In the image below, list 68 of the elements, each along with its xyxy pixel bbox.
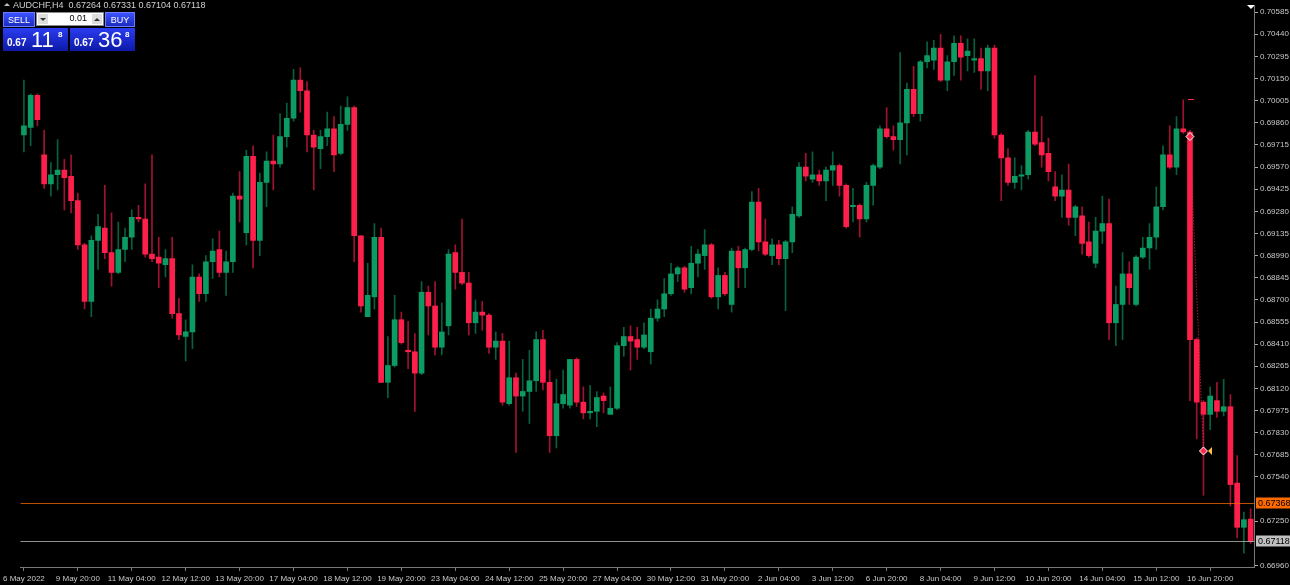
y-tick-label: 0.68120 (1260, 383, 1290, 393)
y-tick-label: 0.68990 (1260, 250, 1290, 260)
chart-title: AUDCHF,H4 0.67264 0.67331 0.67104 0.67118 (13, 0, 206, 10)
candlestick (310, 130, 317, 191)
x-tick-label: 31 May 20:00 (700, 574, 750, 583)
x-tick-label: 6 Jun 20:00 (865, 574, 909, 583)
x-tick-label: 30 May 12:00 (646, 574, 696, 583)
x-tick-label: 12 May 12:00 (161, 574, 211, 583)
candlestick (829, 151, 836, 186)
sell-button: SELL (3, 12, 35, 27)
y-tick-label: 0.66960 (1260, 560, 1290, 570)
x-tick-label: 13 May 20:00 (215, 574, 265, 583)
x-tick-label: 23 May 04:00 (431, 574, 481, 583)
candlestick (850, 188, 856, 223)
buy-button: BUY (105, 12, 135, 27)
y-tick-label: 0.68410 (1260, 339, 1290, 349)
x-tick-label: 9 Jun 12:00 (973, 574, 1016, 583)
annotation: 8 (58, 30, 63, 39)
annotation: 11 (31, 27, 54, 53)
candlestick (513, 372, 519, 453)
y-tick-label: 0.68265 (1260, 361, 1290, 371)
x-tick-label: 27 May 04:00 (592, 574, 642, 583)
y-tick-label: 0.67540 (1260, 472, 1290, 482)
x-tick-label: 19 May 20:00 (377, 574, 427, 583)
y-tick-label: 0.69860 (1260, 118, 1290, 128)
annotation: 8 (125, 30, 130, 39)
candlestick (971, 38, 978, 73)
x-tick-label: 9 May 20:00 (55, 574, 101, 583)
ref-line-label: 0.67368 (1258, 497, 1290, 508)
x-tick-label: 15 Jun 12:00 (1133, 574, 1180, 583)
y-tick-label: 0.70005 (1260, 95, 1290, 105)
x-tick-label: 14 Jun 04:00 (1079, 574, 1127, 583)
y-tick-label: 0.68555 (1260, 317, 1290, 327)
y-tick-label: 0.68845 (1260, 272, 1290, 282)
x-tick-label: 24 May 12:00 (484, 574, 534, 583)
y-tick-label: 0.69280 (1260, 206, 1290, 216)
y-tick-label: 0.67250 (1260, 516, 1290, 526)
y-tick-label: 0.67975 (1260, 405, 1290, 415)
y-tick-label: 0.70295 (1260, 51, 1290, 61)
y-tick-label: 0.69570 (1260, 162, 1290, 172)
x-tick-label: 2 Jun 04:00 (757, 574, 801, 583)
y-tick-label: 0.70440 (1260, 29, 1290, 39)
x-tick-label: 16 Jun 20:00 (1187, 574, 1234, 583)
x-tick-label: 8 Jun 04:00 (919, 574, 963, 583)
y-tick-label: 0.70585 (1260, 7, 1290, 17)
y-tick-label: 0.70150 (1260, 73, 1290, 83)
candlestick (1059, 174, 1065, 218)
x-tick-label: 6 May 2022 (3, 574, 46, 583)
y-tick-label: 0.67830 (1260, 427, 1290, 437)
x-tick-label: 3 Jun 12:00 (811, 574, 855, 583)
annotation: 0.01 (69, 13, 87, 23)
ref-line-label: 0.67118 (1258, 535, 1290, 546)
x-tick-label: 18 May 12:00 (323, 574, 373, 583)
x-tick-label: 25 May 20:00 (538, 574, 588, 583)
annotation: 0.67 (7, 37, 27, 48)
x-tick-label: 10 Jun 20:00 (1025, 574, 1073, 583)
candlestick (182, 319, 189, 362)
candlestick (1241, 511, 1247, 554)
x-tick-label: 11 May 04:00 (107, 574, 157, 583)
y-tick-label: 0.69135 (1260, 228, 1290, 238)
y-tick-label: 0.68700 (1260, 295, 1290, 305)
y-tick-label: 0.69715 (1260, 140, 1290, 150)
x-tick-label: 17 May 04:00 (269, 574, 319, 583)
annotation: 36 (98, 27, 123, 53)
number-field: 0.01 (36, 12, 104, 26)
y-tick-label: 0.67685 (1260, 450, 1290, 460)
y-tick-label: 0.69425 (1260, 184, 1290, 194)
annotation: 0.67 (74, 37, 94, 48)
